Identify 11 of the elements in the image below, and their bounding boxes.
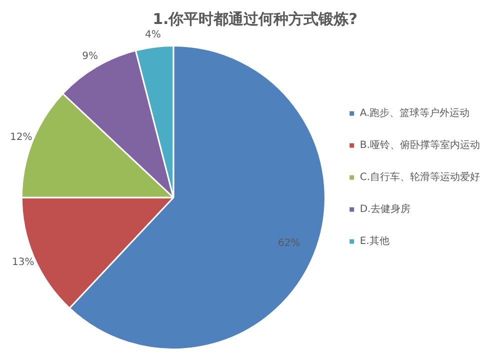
data-label: 62%: [278, 238, 300, 249]
legend-label: E.其他: [360, 235, 390, 248]
legend-label: B.哑铃、俯卧撑等室内运动: [360, 139, 480, 152]
legend-label: C.自行车、轮滑等运动爱好: [360, 171, 480, 184]
chart-title: 1.你平时都通过何种方式锻炼?: [152, 10, 358, 28]
data-label: 9%: [82, 51, 98, 62]
data-label: 4%: [144, 30, 161, 41]
legend-label: D.去健身房: [360, 203, 411, 216]
data-label: 12%: [10, 132, 32, 143]
data-label: 13%: [12, 257, 34, 268]
legend-label: A.跑步、篮球等户外运动: [360, 107, 470, 120]
